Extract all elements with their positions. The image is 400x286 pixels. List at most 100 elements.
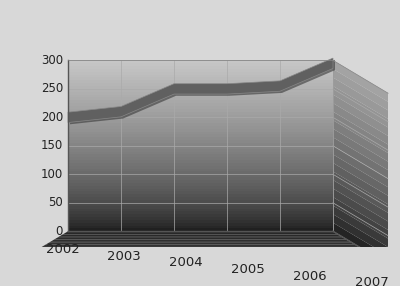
Polygon shape xyxy=(68,134,333,137)
Polygon shape xyxy=(68,152,333,154)
Polygon shape xyxy=(68,83,333,86)
Polygon shape xyxy=(68,226,333,229)
Polygon shape xyxy=(68,80,333,83)
Polygon shape xyxy=(333,214,388,255)
Polygon shape xyxy=(68,183,333,186)
Polygon shape xyxy=(68,86,333,89)
Polygon shape xyxy=(68,174,333,177)
Polygon shape xyxy=(68,146,333,149)
Polygon shape xyxy=(68,163,333,166)
Polygon shape xyxy=(333,78,388,119)
Text: 2004: 2004 xyxy=(169,257,203,269)
Polygon shape xyxy=(333,206,388,247)
Polygon shape xyxy=(68,106,333,109)
Polygon shape xyxy=(333,60,388,102)
Polygon shape xyxy=(68,208,333,211)
Polygon shape xyxy=(68,69,333,72)
Polygon shape xyxy=(68,72,333,75)
Text: 2003: 2003 xyxy=(108,250,141,263)
Polygon shape xyxy=(27,254,374,256)
Polygon shape xyxy=(333,112,388,153)
Polygon shape xyxy=(21,257,380,259)
Polygon shape xyxy=(68,169,333,172)
Polygon shape xyxy=(57,236,344,238)
Text: 2006: 2006 xyxy=(293,270,326,283)
Polygon shape xyxy=(333,223,388,264)
Text: 150: 150 xyxy=(41,139,63,152)
Polygon shape xyxy=(68,58,333,122)
Polygon shape xyxy=(68,92,333,95)
Polygon shape xyxy=(16,261,385,263)
Polygon shape xyxy=(333,188,388,230)
Polygon shape xyxy=(68,117,333,120)
Polygon shape xyxy=(68,132,333,134)
Polygon shape xyxy=(68,123,333,126)
Polygon shape xyxy=(35,249,366,251)
Polygon shape xyxy=(30,253,372,254)
Polygon shape xyxy=(49,241,352,243)
Polygon shape xyxy=(68,188,333,191)
Text: 250: 250 xyxy=(41,82,63,96)
Polygon shape xyxy=(68,191,333,194)
Polygon shape xyxy=(68,109,333,112)
Polygon shape xyxy=(68,197,333,200)
Text: 2007: 2007 xyxy=(355,276,388,286)
Polygon shape xyxy=(333,103,388,144)
Polygon shape xyxy=(68,100,333,103)
Polygon shape xyxy=(68,112,333,114)
Polygon shape xyxy=(52,239,350,241)
Polygon shape xyxy=(333,197,388,239)
Text: 300: 300 xyxy=(41,54,63,67)
Polygon shape xyxy=(68,203,333,206)
Polygon shape xyxy=(32,251,369,253)
Polygon shape xyxy=(68,75,333,78)
Text: 100: 100 xyxy=(41,168,63,181)
Polygon shape xyxy=(70,60,335,124)
Polygon shape xyxy=(68,78,333,80)
Polygon shape xyxy=(68,98,333,100)
Polygon shape xyxy=(68,200,333,203)
Polygon shape xyxy=(68,137,333,140)
Polygon shape xyxy=(333,95,388,136)
Polygon shape xyxy=(68,126,333,129)
Polygon shape xyxy=(68,206,333,208)
Polygon shape xyxy=(13,263,388,264)
Polygon shape xyxy=(68,89,333,92)
Polygon shape xyxy=(68,211,333,214)
Polygon shape xyxy=(68,129,333,132)
Polygon shape xyxy=(38,248,363,249)
Polygon shape xyxy=(68,177,333,180)
Polygon shape xyxy=(68,149,333,152)
Polygon shape xyxy=(60,235,341,236)
Polygon shape xyxy=(68,194,333,197)
Text: 2005: 2005 xyxy=(231,263,265,276)
Polygon shape xyxy=(54,238,347,239)
Text: 200: 200 xyxy=(41,111,63,124)
Polygon shape xyxy=(68,223,333,226)
Polygon shape xyxy=(68,157,333,160)
Polygon shape xyxy=(333,146,388,187)
Polygon shape xyxy=(333,69,388,110)
Polygon shape xyxy=(68,60,333,63)
Text: 50: 50 xyxy=(48,196,63,209)
Polygon shape xyxy=(18,259,382,261)
Polygon shape xyxy=(68,180,333,183)
Polygon shape xyxy=(333,120,388,162)
Polygon shape xyxy=(333,154,388,196)
Polygon shape xyxy=(68,63,333,66)
Polygon shape xyxy=(46,243,355,245)
Polygon shape xyxy=(68,95,333,98)
Polygon shape xyxy=(68,103,333,106)
Polygon shape xyxy=(68,66,333,69)
Polygon shape xyxy=(62,233,338,235)
Polygon shape xyxy=(68,114,333,117)
Polygon shape xyxy=(68,172,333,174)
Polygon shape xyxy=(68,217,333,220)
Polygon shape xyxy=(333,86,388,127)
Polygon shape xyxy=(333,180,388,221)
Polygon shape xyxy=(333,129,388,170)
Polygon shape xyxy=(68,214,333,217)
Text: 0: 0 xyxy=(56,225,63,238)
Polygon shape xyxy=(333,137,388,179)
Polygon shape xyxy=(68,160,333,163)
